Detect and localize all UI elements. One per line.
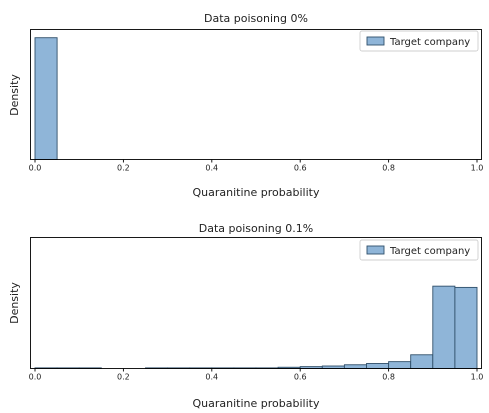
- panel-2-y-axis-label: Density: [8, 282, 21, 324]
- panel-1-y-axis-label: Density: [8, 74, 21, 116]
- x-tick-label: 0.4: [205, 164, 218, 173]
- panel-2-legend: Target company: [359, 239, 479, 261]
- x-tick-label: 0.2: [117, 373, 130, 382]
- histogram-bar: [343, 364, 367, 369]
- x-tick-label: 0.8: [382, 164, 395, 173]
- panel-2-legend-swatch: [366, 245, 385, 255]
- panel-1-legend-frame: [359, 30, 479, 52]
- panel-2-title: Data poisoning 0.1%: [199, 222, 313, 235]
- panel-2-legend-label: Target company: [389, 246, 470, 257]
- x-tick-label: 0.6: [294, 164, 307, 173]
- panel-1-legend: Target company: [359, 30, 479, 52]
- panel-1-x-ticks: 0.0 0.2 0.4 0.6 0.8 1.0: [29, 159, 484, 173]
- panel-2-x-ticks: 0.0 0.2 0.4 0.6 0.8 1.0: [29, 368, 484, 382]
- histogram-bar: [454, 286, 478, 369]
- panel-1: Data poisoning 0% 0.0 0.2 0.4 0.6 0.8 1.0 Qua…: [8, 12, 483, 199]
- x-tick-label: 1.0: [471, 164, 484, 173]
- x-tick-label: 1.0: [471, 373, 484, 382]
- x-tick-label: 0.6: [294, 373, 307, 382]
- histogram-bar: [366, 363, 390, 369]
- x-tick-label: 0.8: [382, 373, 395, 382]
- histogram-bar: [410, 354, 434, 369]
- histogram-bar: [388, 361, 412, 369]
- histogram-bar: [432, 285, 456, 369]
- panel-1-title: Data poisoning 0%: [204, 12, 308, 25]
- panel-2-x-axis-label: Quaranitine probability: [193, 397, 320, 410]
- x-tick-label: 0.4: [205, 373, 218, 382]
- x-tick-label: 0.2: [117, 164, 130, 173]
- x-tick-label: 0.0: [29, 164, 42, 173]
- panel-2-plot-frame: [30, 237, 482, 369]
- panel-1-plot-frame: [30, 29, 482, 160]
- panel-2: Data poisoning 0.1% 0.0 0.2 0.4 0.6 0.8 1.0 Q…: [8, 222, 483, 410]
- panel-1-legend-swatch: [366, 36, 385, 46]
- panel-1-bars: [34, 37, 58, 160]
- histogram-bar: [34, 37, 58, 160]
- panel-1-x-axis-label: Quaranitine probability: [193, 186, 320, 199]
- panel-1-legend-label: Target company: [389, 37, 470, 48]
- x-tick-label: 0.0: [29, 373, 42, 382]
- panel-2-legend-frame: [359, 239, 479, 261]
- panel-2-bars: [34, 285, 478, 369]
